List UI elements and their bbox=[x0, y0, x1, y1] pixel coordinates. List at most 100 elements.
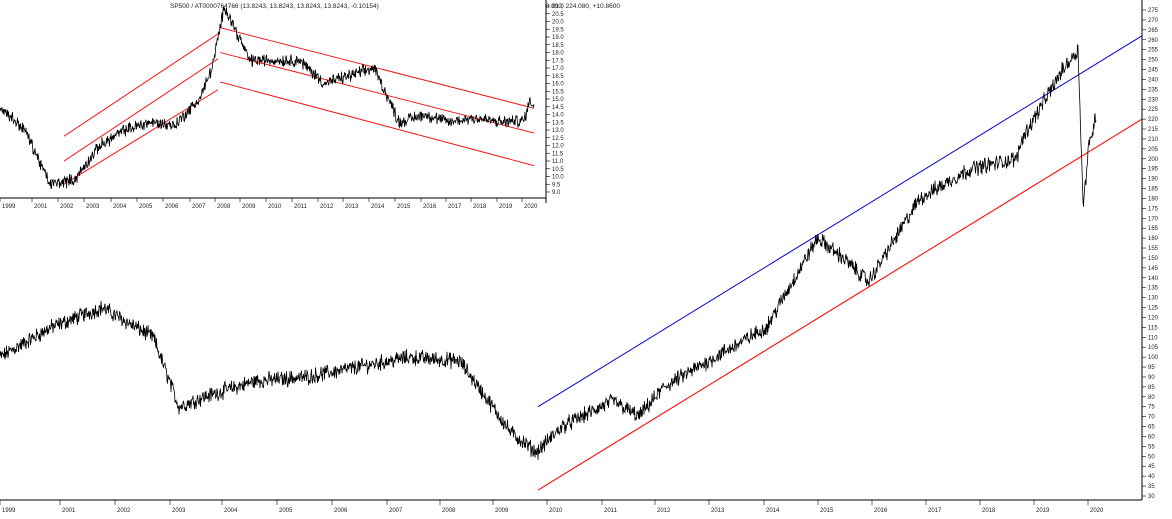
inset-y-tick-label: 18.0 bbox=[552, 51, 564, 57]
main-y-tick-label: 175 bbox=[1148, 206, 1159, 212]
main-y-tick-label: 55 bbox=[1148, 444, 1155, 450]
inset-rising-channel-mid bbox=[63, 58, 219, 162]
main-x-tick-label: 2019 bbox=[1036, 508, 1050, 514]
main-x-tick-label: 2008 bbox=[442, 508, 456, 514]
main-x-tick-label: 2007 bbox=[389, 508, 403, 514]
price-series-line bbox=[0, 44, 1097, 460]
inset-chart: 9.09.510.010.511.011.512.012.513.013.514… bbox=[0, 0, 564, 210]
main-y-tick-label: 105 bbox=[1148, 345, 1159, 351]
main-y-tick-label: 240 bbox=[1148, 77, 1159, 83]
main-y-tick-label: 35 bbox=[1148, 484, 1155, 490]
inset-y-tick-label: 9.5 bbox=[552, 182, 561, 188]
inset-y-tick-label: 17.5 bbox=[552, 58, 564, 64]
main-x-tick-label: 2014 bbox=[766, 508, 780, 514]
main-y-tick-label: 125 bbox=[1148, 306, 1159, 312]
main-y-tick-label: 155 bbox=[1148, 246, 1159, 252]
inset-y-tick-label: 21.0 bbox=[552, 4, 564, 10]
inset-y-tick-label: 11.5 bbox=[552, 151, 564, 157]
inset-y-tick-label: 14.0 bbox=[552, 113, 564, 119]
main-y-tick-label: 110 bbox=[1148, 335, 1158, 341]
inset-y-tick-label: 11.0 bbox=[552, 159, 564, 165]
inset-x-tick-label: 2008 bbox=[217, 204, 231, 210]
inset-y-tick-label: 15.0 bbox=[552, 97, 564, 103]
inset-y-tick-label: 9.0 bbox=[552, 190, 561, 196]
inset-x-tick-label: 2014 bbox=[371, 204, 385, 210]
inset-x-tick-label: 2002 bbox=[60, 204, 74, 210]
main-y-tick-label: 250 bbox=[1148, 58, 1159, 64]
main-y-tick-label: 210 bbox=[1148, 137, 1159, 143]
main-y-tick-label: 135 bbox=[1148, 286, 1159, 292]
inset-x-tick-label: 2018 bbox=[473, 204, 487, 210]
main-chart-header: 0,218.890, 224.080, +10.8600 bbox=[533, 3, 620, 10]
main-x-tick-label: 2001 bbox=[62, 508, 76, 514]
main-y-tick-label: 200 bbox=[1148, 157, 1159, 163]
main-y-tick-label: 70 bbox=[1148, 415, 1155, 421]
main-y-tick-label: 235 bbox=[1148, 87, 1159, 93]
main-y-tick-label: 65 bbox=[1148, 425, 1155, 431]
main-x-tick-label: 2009 bbox=[495, 508, 509, 514]
main-x-tick-label: 2006 bbox=[334, 508, 348, 514]
main-x-tick-label: 2020 bbox=[1090, 508, 1104, 514]
main-y-tick-label: 170 bbox=[1148, 216, 1159, 222]
inset-x-tick-label: 2003 bbox=[86, 204, 100, 210]
main-y-tick-label: 270 bbox=[1148, 18, 1159, 24]
main-y-tick-label: 90 bbox=[1148, 375, 1155, 381]
main-x-tick-label: 2002 bbox=[117, 508, 131, 514]
main-y-tick-label: 215 bbox=[1148, 127, 1159, 133]
main-x-tick-label: 2012 bbox=[657, 508, 671, 514]
main-y-tick-label: 140 bbox=[1148, 276, 1159, 282]
inset-y-tick-label: 19.0 bbox=[552, 35, 564, 41]
main-y-tick-label: 225 bbox=[1148, 107, 1159, 113]
inset-y-tick-label: 20.0 bbox=[552, 20, 564, 26]
main-y-tick-label: 60 bbox=[1148, 434, 1155, 440]
main-y-tick-label: 180 bbox=[1148, 196, 1159, 202]
inset-x-tick-label: 2019 bbox=[499, 204, 513, 210]
inset-y-tick-label: 10.5 bbox=[552, 167, 564, 173]
main-plot-area bbox=[0, 35, 1143, 491]
inset-x-tick-label: 2005 bbox=[139, 204, 153, 210]
main-y-tick-label: 45 bbox=[1148, 464, 1155, 470]
inset-y-tick-label: 16.0 bbox=[552, 82, 564, 88]
inset-falling-channel-lower bbox=[219, 81, 535, 167]
inset-rising-channel-upper bbox=[63, 33, 219, 137]
inset-y-tick-label: 15.5 bbox=[552, 89, 564, 95]
main-x-tick-labels: 1999 2001 2002 2003 2004 2005 2006 2007 2008 2009… bbox=[0, 500, 1104, 514]
main-x-tick-label: 1999 bbox=[2, 508, 16, 514]
inset-y-tick-label: 13.5 bbox=[552, 120, 564, 126]
inset-y-tick-label: 12.0 bbox=[552, 144, 564, 150]
main-y-tick-label: 265 bbox=[1148, 28, 1159, 34]
main-y-tick-label: 85 bbox=[1148, 385, 1155, 391]
main-y-tick-label: 260 bbox=[1148, 38, 1159, 44]
inset-x-tick-label: 2001 bbox=[34, 204, 48, 210]
main-x-tick-label: 2018 bbox=[982, 508, 996, 514]
main-x-tick-label: 2011 bbox=[604, 508, 618, 514]
main-x-tick-label: 2010 bbox=[549, 508, 563, 514]
inset-x-tick-label: 2013 bbox=[345, 204, 359, 210]
inset-x-tick-label: 2010 bbox=[268, 204, 282, 210]
inset-x-tick-label: 2015 bbox=[397, 204, 411, 210]
inset-chart-header: SP500 / AT0000764766 (13.8243, 13.8243, … bbox=[170, 3, 379, 10]
main-y-tick-label: 275 bbox=[1148, 8, 1159, 14]
inset-x-tick-label: 2006 bbox=[165, 204, 179, 210]
inset-y-tick-labels: 9.09.510.010.511.011.512.012.513.013.514… bbox=[546, 4, 564, 196]
inset-x-tick-label: 2004 bbox=[113, 204, 127, 210]
main-y-tick-label: 220 bbox=[1148, 117, 1159, 123]
main-y-tick-label: 30 bbox=[1148, 494, 1155, 500]
main-x-tick-label: 2004 bbox=[224, 508, 238, 514]
main-x-tick-label: 2005 bbox=[279, 508, 293, 514]
main-y-tick-labels: 30 35 40 45 50 55 60 65 70 75 80 85 90 95 100 105 110 115… bbox=[1142, 8, 1159, 500]
main-x-tick-label: 2003 bbox=[172, 508, 186, 514]
inset-y-tick-label: 19.5 bbox=[552, 27, 564, 33]
inset-y-tick-label: 16.5 bbox=[552, 74, 564, 80]
main-y-tick-label: 40 bbox=[1148, 474, 1155, 480]
main-y-tick-label: 255 bbox=[1148, 48, 1159, 54]
main-x-tick-label: 2015 bbox=[820, 508, 834, 514]
main-y-tick-label: 245 bbox=[1148, 68, 1159, 74]
inset-x-tick-label: 2007 bbox=[192, 204, 206, 210]
main-y-tick-label: 100 bbox=[1148, 355, 1159, 361]
main-y-tick-label: 115 bbox=[1148, 325, 1158, 331]
inset-y-tick-label: 12.5 bbox=[552, 136, 564, 142]
main-y-tick-label: 50 bbox=[1148, 454, 1155, 460]
lower-trend-line bbox=[537, 118, 1143, 491]
main-y-tick-label: 190 bbox=[1148, 177, 1159, 183]
